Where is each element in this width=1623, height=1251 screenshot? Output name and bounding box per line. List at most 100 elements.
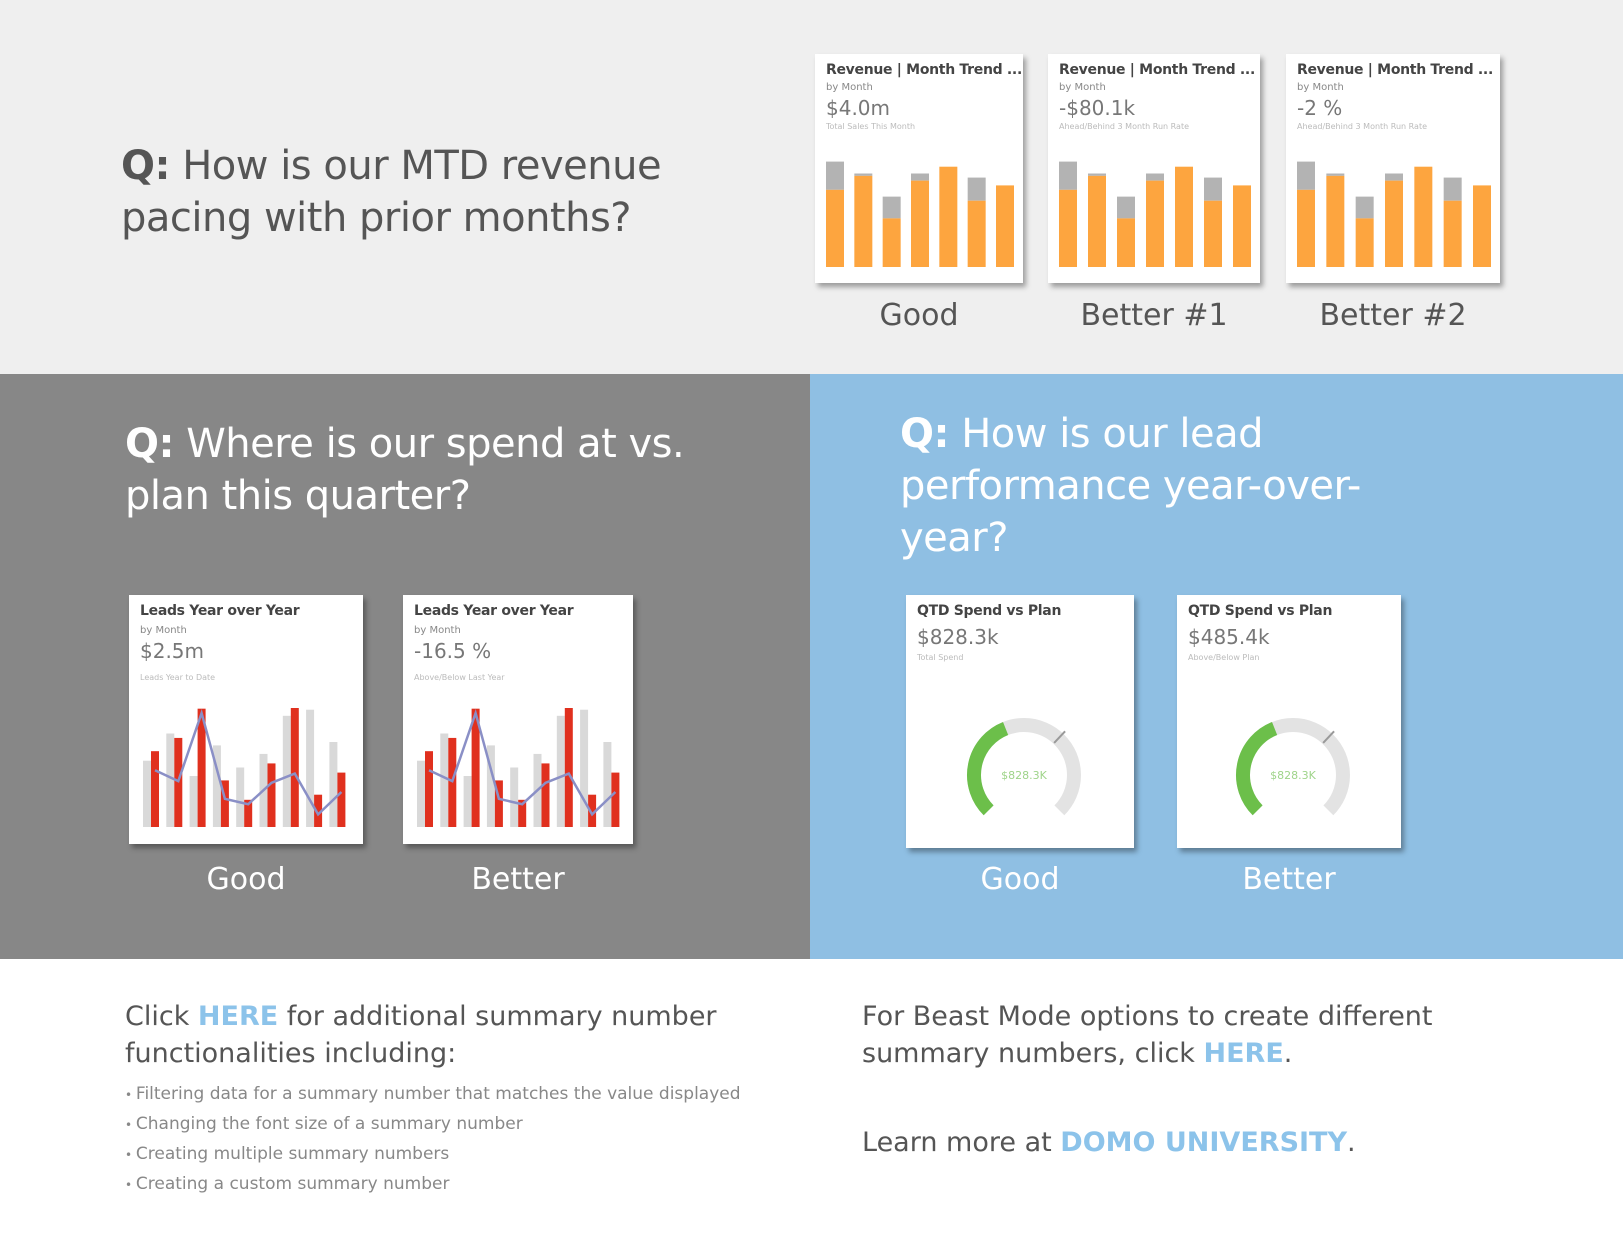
bar-actual	[854, 175, 873, 267]
card-chart	[143, 708, 346, 827]
card-subtitle: by Month	[1059, 82, 1106, 93]
revenue-card[interactable]: Revenue | Month Trend ... by Month $4.0m To…	[815, 54, 1023, 283]
bar-target	[1385, 173, 1403, 181]
list-item: Changing the font size of a summary numb…	[125, 1110, 741, 1140]
bar-actual	[882, 218, 901, 267]
card-subtitle: by Month	[414, 625, 461, 636]
learn-more-text: Learn more at DOMO UNIVERSITY.	[862, 1127, 1356, 1158]
bar-target	[1204, 177, 1222, 201]
bar-actual	[826, 189, 844, 267]
card-caption: Better	[471, 862, 565, 897]
bar-target	[1297, 161, 1315, 190]
bar-prior-year	[329, 742, 338, 827]
revenue-card[interactable]: Revenue | Month Trend ... by Month -2 % Ahe…	[1286, 54, 1500, 283]
summary-number: $4.0m	[826, 96, 891, 120]
card-title: QTD Spend vs Plan	[917, 603, 1062, 619]
card-chart	[826, 161, 1014, 267]
leads-card[interactable]: Leads Year over Year by Month $2.5m Leads Y…	[129, 595, 363, 844]
summary-number: -$80.1k	[1059, 96, 1136, 120]
bar-actual	[996, 185, 1014, 267]
bar-prior-year	[306, 709, 315, 827]
bar-current-year	[611, 772, 620, 827]
bar-target	[1146, 173, 1164, 181]
bar-target	[1355, 196, 1374, 219]
bar-prior-year	[417, 760, 425, 827]
card-subtitle: by Month	[826, 82, 873, 93]
card-title: QTD Spend vs Plan	[1188, 603, 1333, 619]
card-title: Revenue | Month Trend ...	[1297, 62, 1493, 78]
bar-target	[826, 161, 844, 190]
bar-actual	[1326, 175, 1345, 267]
bar-actual	[1146, 180, 1164, 267]
gauge-target-marker	[1322, 730, 1335, 744]
bar-prior-year	[486, 745, 495, 827]
leads-card[interactable]: Leads Year over Year by Month -16.5 % Above…	[403, 595, 633, 844]
bar-actual	[1385, 180, 1403, 267]
summary-number: $485.4k	[1188, 625, 1270, 649]
bar-actual	[1175, 166, 1193, 267]
gauge-value: $828.3K	[1001, 769, 1047, 782]
revenue-card[interactable]: Revenue | Month Trend ... by Month -$80.1k…	[1048, 54, 1260, 283]
gauge-fill	[967, 722, 1009, 816]
gauge-target-marker	[1053, 730, 1066, 744]
bar-prior-year	[143, 760, 151, 827]
bar-target	[882, 196, 901, 219]
bar-prior-year	[440, 733, 449, 827]
bar-current-year	[197, 708, 206, 827]
bar-prior-year	[282, 715, 291, 827]
summary-description: Leads Year to Date	[140, 673, 216, 682]
bar-actual	[1355, 218, 1374, 267]
gauge-value: $828.3K	[1270, 769, 1316, 782]
summary-description: Total Sales This Month	[826, 122, 916, 131]
bar-current-year	[314, 794, 323, 827]
bar-actual	[1414, 166, 1433, 267]
summary-number: -16.5 %	[414, 639, 492, 663]
bar-current-year	[337, 772, 346, 827]
card-caption: Good	[206, 862, 286, 897]
summary-number: $828.3k	[917, 625, 999, 649]
beast-mode-here-link[interactable]: HERE	[1203, 1038, 1284, 1069]
card-chart	[1297, 161, 1491, 267]
card-chart: $828.3K	[1236, 718, 1350, 816]
here-link[interactable]: HERE	[197, 1001, 279, 1032]
bar-prior-year	[580, 709, 589, 827]
bar-actual	[939, 166, 958, 267]
summary-help-text: Click HERE for additional summary number…	[125, 1001, 717, 1069]
card-title: Leads Year over Year	[414, 603, 574, 619]
card-caption: Good	[980, 862, 1060, 897]
bar-current-year	[151, 751, 159, 827]
trend-line	[154, 708, 343, 817]
card-chart: $828.3K	[967, 718, 1081, 816]
bar-prior-year	[189, 776, 198, 827]
bar-current-year	[267, 763, 276, 827]
card-title: Revenue | Month Trend ...	[826, 62, 1022, 78]
bar-actual	[1473, 185, 1491, 267]
spend-card[interactable]: QTD Spend vs Plan $485.4k Above/Below Plan…	[1177, 595, 1401, 848]
card-caption: Good	[879, 298, 959, 333]
bar-current-year	[541, 763, 550, 827]
gauge-fill	[1236, 722, 1278, 816]
card-subtitle: by Month	[1297, 82, 1344, 93]
bar-current-year	[564, 708, 573, 827]
bar-target	[967, 177, 986, 201]
bar-actual	[1443, 200, 1462, 267]
spend-card[interactable]: QTD Spend vs Plan $828.3k Total Spend $828.…	[906, 595, 1134, 848]
bar-target	[1117, 196, 1135, 219]
bar-current-year	[518, 799, 527, 827]
summary-number: $2.5m	[140, 639, 205, 663]
trend-line	[428, 708, 617, 817]
bar-current-year	[220, 780, 229, 827]
bar-target	[911, 173, 929, 181]
card-caption: Better #1	[1080, 298, 1228, 333]
bar-actual	[1088, 175, 1106, 267]
bar-prior-year	[166, 733, 175, 827]
bar-target	[1443, 177, 1462, 201]
bar-actual	[1117, 218, 1135, 267]
bar-actual	[911, 180, 929, 267]
bar-actual	[1059, 189, 1077, 267]
bar-actual	[967, 200, 986, 267]
card-caption: Better	[1242, 862, 1336, 897]
summary-description: Above/Below Plan	[1188, 653, 1260, 662]
domo-university-link[interactable]: DOMO UNIVERSITY	[1060, 1127, 1348, 1158]
card-title: Leads Year over Year	[140, 603, 300, 619]
